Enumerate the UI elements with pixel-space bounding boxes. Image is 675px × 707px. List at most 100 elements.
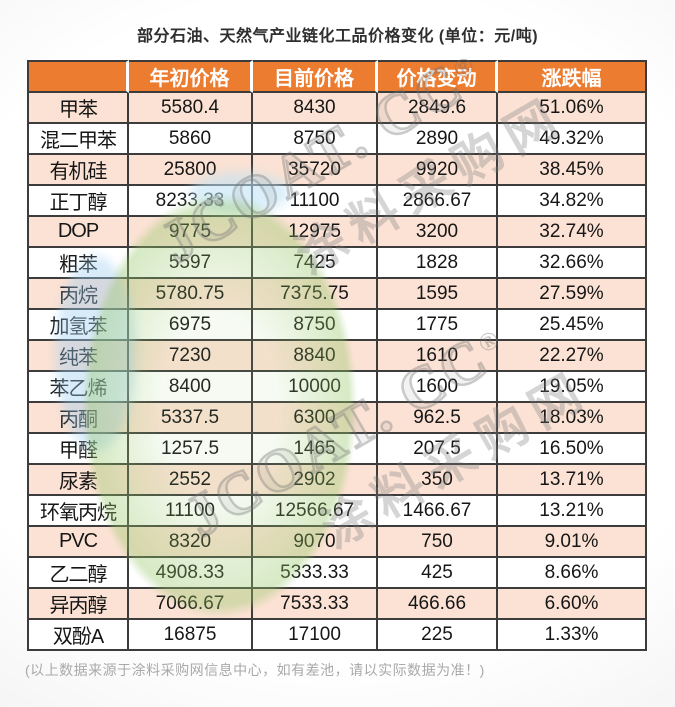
pct-change-cell: 25.45% <box>498 310 647 341</box>
price-change-cell: 9920 <box>378 155 498 186</box>
table-row: 甲苯 5580.4 8430 2849.6 51.06% <box>27 93 647 124</box>
product-name-cell: 环氧丙烷 <box>27 496 129 527</box>
price-change-cell: 2890 <box>378 124 498 155</box>
pct-change-cell: 9.01% <box>498 527 647 558</box>
pct-change-cell: 1.33% <box>498 620 647 651</box>
current-price-cell: 6300 <box>253 403 378 434</box>
product-name-cell: 苯乙烯 <box>27 372 129 403</box>
start-price-cell: 5580.4 <box>129 93 253 124</box>
start-price-cell: 9775 <box>129 217 253 248</box>
start-price-cell: 11100 <box>129 496 253 527</box>
product-name-cell: 异丙醇 <box>27 589 129 620</box>
price-change-cell: 1595 <box>378 279 498 310</box>
start-price-cell: 8233.33 <box>129 186 253 217</box>
table-row: 粗苯 5597 7425 1828 32.66% <box>27 248 647 279</box>
product-name-cell: 甲苯 <box>27 93 129 124</box>
start-price-cell: 4908.33 <box>129 558 253 589</box>
table-row: DOP 9775 12975 3200 32.74% <box>27 217 647 248</box>
start-price-cell: 25800 <box>129 155 253 186</box>
current-price-cell: 35720 <box>253 155 378 186</box>
price-change-cell: 3200 <box>378 217 498 248</box>
current-price-cell: 12566.67 <box>253 496 378 527</box>
start-price-cell: 8400 <box>129 372 253 403</box>
table-row: 丙烷 5780.75 7375.75 1595 27.59% <box>27 279 647 310</box>
price-change-cell: 2866.67 <box>378 186 498 217</box>
table-row: 甲醛 1257.5 1465 207.5 16.50% <box>27 434 647 465</box>
current-price-cell: 12975 <box>253 217 378 248</box>
product-name-cell: 粗苯 <box>27 248 129 279</box>
start-price-cell: 5780.75 <box>129 279 253 310</box>
table-row: 尿素 2552 2902 350 13.71% <box>27 465 647 496</box>
current-price-cell: 17100 <box>253 620 378 651</box>
pct-change-cell: 18.03% <box>498 403 647 434</box>
table-row: PVC 8320 9070 750 9.01% <box>27 527 647 558</box>
product-name-cell: 纯苯 <box>27 341 129 372</box>
table-row: 混二甲苯 5860 8750 2890 49.32% <box>27 124 647 155</box>
current-price-cell: 8430 <box>253 93 378 124</box>
product-name-cell: 加氢苯 <box>27 310 129 341</box>
pct-change-cell: 49.32% <box>498 124 647 155</box>
table-header-row: 年初价格 目前价格 价格变动 涨跌幅 <box>27 60 647 93</box>
price-change-cell: 225 <box>378 620 498 651</box>
pct-change-cell: 6.60% <box>498 589 647 620</box>
price-change-cell: 1828 <box>378 248 498 279</box>
start-price-cell: 16875 <box>129 620 253 651</box>
table-row: 环氧丙烷 11100 12566.67 1466.67 13.21% <box>27 496 647 527</box>
price-change-cell: 1466.67 <box>378 496 498 527</box>
current-price-cell: 7425 <box>253 248 378 279</box>
price-change-cell: 750 <box>378 527 498 558</box>
start-price-cell: 1257.5 <box>129 434 253 465</box>
current-price-cell: 1465 <box>253 434 378 465</box>
product-name-cell: 双酚A <box>27 620 129 651</box>
price-table-body: 甲苯 5580.4 8430 2849.6 51.06% 混二甲苯 5860 8750 2890… <box>27 93 647 651</box>
col-header-product <box>27 60 129 93</box>
col-header-current-price: 目前价格 <box>253 60 378 93</box>
pct-change-cell: 51.06% <box>498 93 647 124</box>
footnote: (以上数据来源于涂料采购网信息中心，如有差池，请以实际数据为准！) <box>25 662 485 678</box>
page-title: 部分石油、天然气产业链化工品价格变化 (单位：元/吨) <box>136 28 539 45</box>
product-name-cell: 有机硅 <box>27 155 129 186</box>
table-row: 双酚A 16875 17100 225 1.33% <box>27 620 647 651</box>
start-price-cell: 5597 <box>129 248 253 279</box>
product-name-cell: 丙酮 <box>27 403 129 434</box>
table-row: 苯乙烯 8400 10000 1600 19.05% <box>27 372 647 403</box>
product-name-cell: 尿素 <box>27 465 129 496</box>
pct-change-cell: 8.66% <box>498 558 647 589</box>
price-change-cell: 207.5 <box>378 434 498 465</box>
price-change-cell: 466.66 <box>378 589 498 620</box>
pct-change-cell: 34.82% <box>498 186 647 217</box>
current-price-cell: 9070 <box>253 527 378 558</box>
start-price-cell: 8320 <box>129 527 253 558</box>
current-price-cell: 8840 <box>253 341 378 372</box>
col-header-pct-change: 涨跌幅 <box>498 60 647 93</box>
current-price-cell: 11100 <box>253 186 378 217</box>
col-header-start-price: 年初价格 <box>129 60 253 93</box>
price-change-cell: 425 <box>378 558 498 589</box>
price-change-cell: 962.5 <box>378 403 498 434</box>
current-price-cell: 10000 <box>253 372 378 403</box>
col-header-price-change: 价格变动 <box>378 60 498 93</box>
current-price-cell: 7375.75 <box>253 279 378 310</box>
pct-change-cell: 32.74% <box>498 217 647 248</box>
current-price-cell: 5333.33 <box>253 558 378 589</box>
price-table: 年初价格 目前价格 价格变动 涨跌幅 甲苯 5580.4 8430 2849.6 51.… <box>27 60 647 651</box>
start-price-cell: 2552 <box>129 465 253 496</box>
table-row: 乙二醇 4908.33 5333.33 425 8.66% <box>27 558 647 589</box>
table-row: 正丁醇 8233.33 11100 2866.67 34.82% <box>27 186 647 217</box>
pct-change-cell: 16.50% <box>498 434 647 465</box>
start-price-cell: 5337.5 <box>129 403 253 434</box>
start-price-cell: 7230 <box>129 341 253 372</box>
start-price-cell: 6975 <box>129 310 253 341</box>
table-row: 丙酮 5337.5 6300 962.5 18.03% <box>27 403 647 434</box>
start-price-cell: 5860 <box>129 124 253 155</box>
current-price-cell: 2902 <box>253 465 378 496</box>
current-price-cell: 8750 <box>253 124 378 155</box>
price-change-cell: 2849.6 <box>378 93 498 124</box>
table-row: 异丙醇 7066.67 7533.33 466.66 6.60% <box>27 589 647 620</box>
start-price-cell: 7066.67 <box>129 589 253 620</box>
price-change-cell: 1610 <box>378 341 498 372</box>
product-name-cell: 丙烷 <box>27 279 129 310</box>
table-row: 加氢苯 6975 8750 1775 25.45% <box>27 310 647 341</box>
pct-change-cell: 38.45% <box>498 155 647 186</box>
